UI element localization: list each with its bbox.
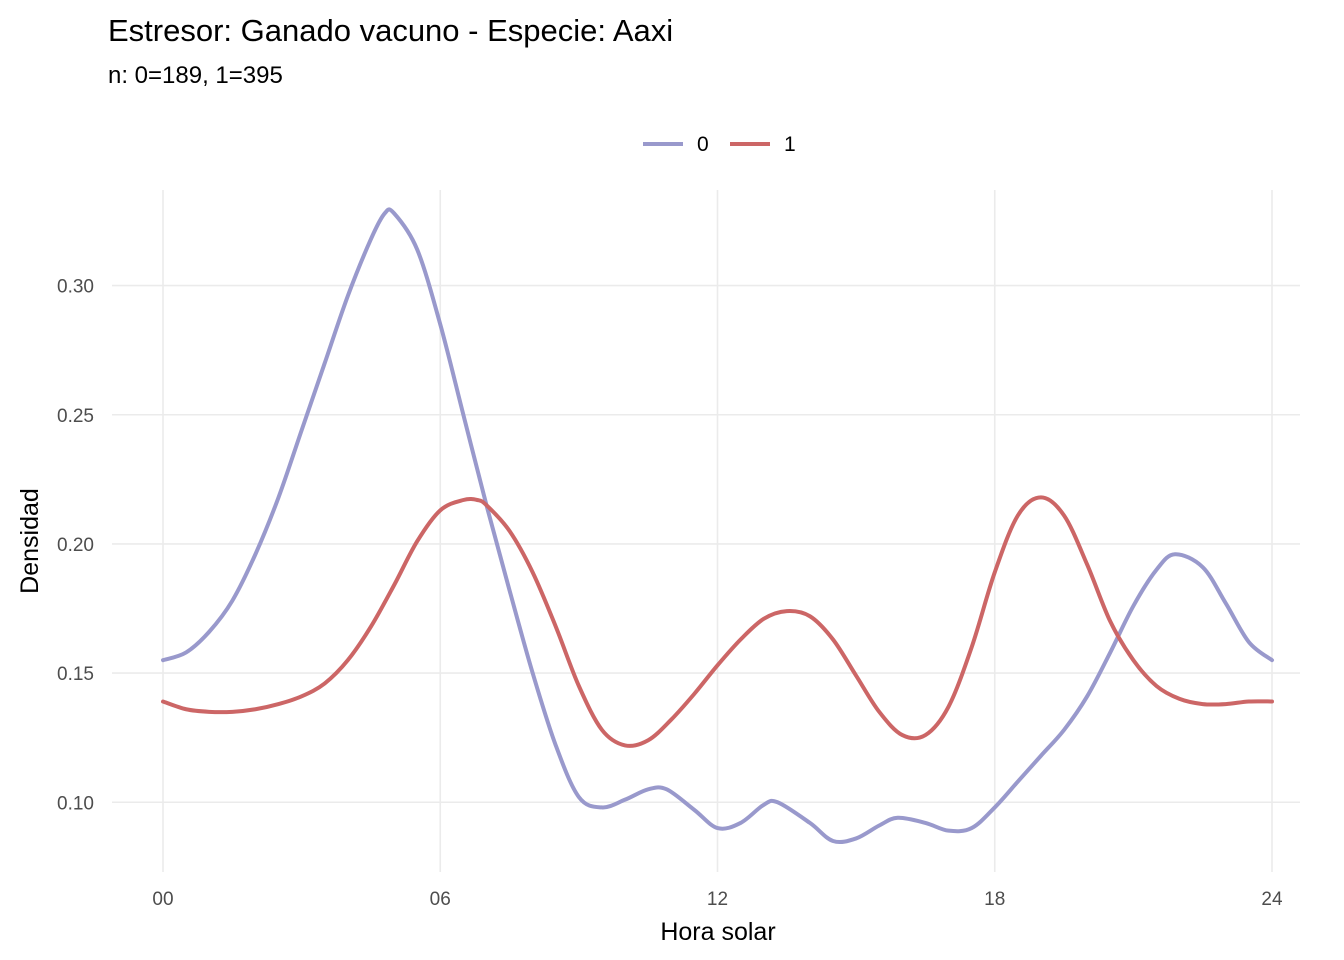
y-tick-label: 0.15: [57, 664, 94, 685]
x-tick-label: 00: [152, 889, 173, 910]
x-tick-label: 06: [430, 889, 451, 910]
y-tick-label: 0.25: [57, 406, 94, 427]
x-tick-label: 18: [984, 889, 1005, 910]
y-axis-title: Densidad: [16, 488, 44, 594]
series-line-1: [161, 495, 1274, 748]
x-tick-label: 24: [1261, 889, 1283, 910]
chart-subtitle: n: 0=189, 1=395: [108, 62, 283, 89]
y-axis-ticks: 0.10 0.15 0.20 0.25 0.30: [57, 277, 94, 815]
legend-label-0: 0: [697, 133, 709, 156]
legend-label-1: 1: [784, 133, 796, 156]
series-line-0: [161, 207, 1274, 845]
x-axis-title: Hora solar: [660, 918, 775, 946]
x-tick-label: 12: [707, 889, 728, 910]
series-lines: [161, 207, 1274, 845]
y-tick-label: 0.10: [57, 793, 94, 814]
y-tick-label: 0.20: [57, 535, 94, 556]
y-tick-label: 0.30: [57, 277, 94, 298]
chart-title: Estresor: Ganado vacuno - Especie: Aaxi: [108, 13, 673, 48]
x-axis-ticks: 00 06 12 18 24: [152, 889, 1283, 910]
grid: [112, 190, 1300, 872]
